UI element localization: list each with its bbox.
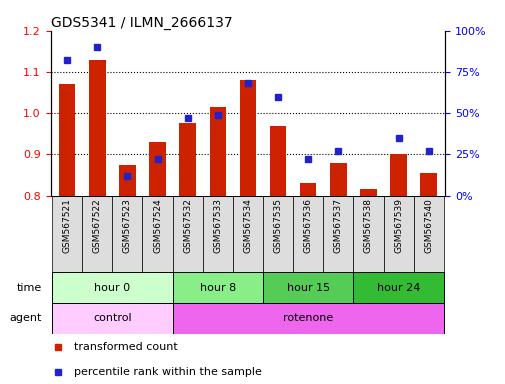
Bar <box>89 60 106 195</box>
Text: GSM567522: GSM567522 <box>92 198 102 253</box>
Bar <box>82 195 112 272</box>
Text: GSM567523: GSM567523 <box>123 198 132 253</box>
Bar <box>420 173 436 195</box>
Bar <box>172 303 443 334</box>
Text: rotenone: rotenone <box>282 313 333 323</box>
Bar <box>112 195 142 272</box>
Bar <box>59 84 75 195</box>
Bar <box>239 80 256 195</box>
Bar <box>119 165 135 195</box>
Text: hour 0: hour 0 <box>94 283 130 293</box>
Text: hour 24: hour 24 <box>376 283 420 293</box>
Text: agent: agent <box>9 313 41 323</box>
Bar <box>329 163 346 195</box>
Bar <box>52 195 82 272</box>
Bar <box>360 189 376 195</box>
Bar <box>179 124 195 195</box>
Bar <box>172 195 203 272</box>
Text: control: control <box>93 313 131 323</box>
Bar <box>323 195 352 272</box>
Bar <box>383 195 413 272</box>
Text: GSM567535: GSM567535 <box>273 198 282 253</box>
Text: GSM567540: GSM567540 <box>423 198 432 253</box>
Text: GSM567539: GSM567539 <box>393 198 402 253</box>
Text: GSM567524: GSM567524 <box>153 198 162 253</box>
Bar <box>292 195 323 272</box>
Bar <box>149 142 166 195</box>
Bar <box>232 195 263 272</box>
Text: hour 8: hour 8 <box>199 283 235 293</box>
Bar <box>263 195 292 272</box>
Bar <box>203 195 232 272</box>
Bar <box>52 272 172 303</box>
Bar <box>352 195 383 272</box>
Text: GDS5341 / ILMN_2666137: GDS5341 / ILMN_2666137 <box>50 16 232 30</box>
Text: GSM567534: GSM567534 <box>243 198 252 253</box>
Bar <box>209 107 226 195</box>
Text: GSM567538: GSM567538 <box>363 198 372 253</box>
Text: GSM567536: GSM567536 <box>303 198 312 253</box>
Text: GSM567533: GSM567533 <box>213 198 222 253</box>
Bar <box>269 126 286 195</box>
Bar <box>52 303 172 334</box>
Bar <box>413 195 443 272</box>
Text: GSM567532: GSM567532 <box>183 198 192 253</box>
Bar <box>389 154 406 195</box>
Text: transformed count: transformed count <box>74 341 178 352</box>
Text: hour 15: hour 15 <box>286 283 329 293</box>
Text: GSM567521: GSM567521 <box>63 198 72 253</box>
Text: percentile rank within the sample: percentile rank within the sample <box>74 366 262 377</box>
Bar <box>299 183 316 195</box>
Bar <box>172 272 263 303</box>
Bar <box>142 195 172 272</box>
Bar <box>263 272 352 303</box>
Bar <box>352 272 443 303</box>
Text: GSM567537: GSM567537 <box>333 198 342 253</box>
Text: time: time <box>16 283 41 293</box>
